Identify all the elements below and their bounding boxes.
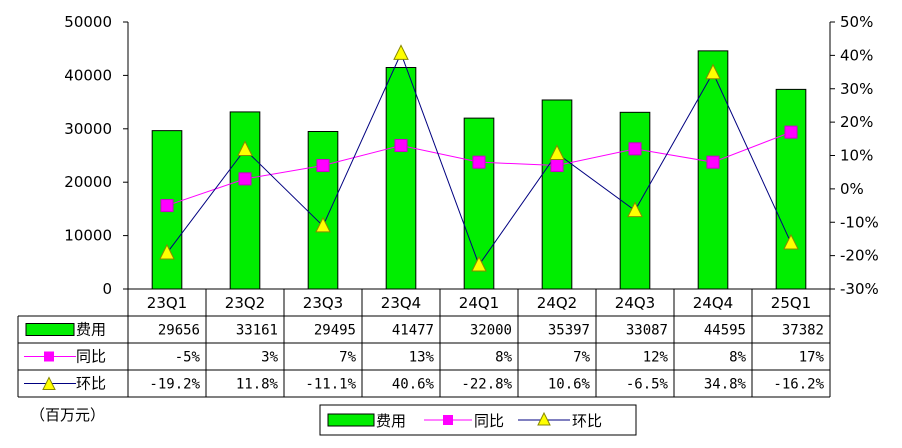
right-tick-label: 20% [840, 113, 873, 131]
legend-key-yoy-marker [443, 415, 453, 425]
bar [619, 111, 651, 290]
table-cell: -5% [175, 350, 201, 366]
category-label: 23Q1 [147, 294, 187, 312]
right-tick-label: 10% [840, 147, 873, 165]
qoq-marker [159, 243, 175, 260]
legend-label: 环比 [572, 412, 602, 430]
left-tick-label: 50000 [64, 13, 112, 31]
category-label: 24Q4 [693, 294, 733, 312]
qoq-marker [783, 233, 799, 250]
left-tick-label: 30000 [64, 120, 112, 138]
table-cell: 11.8% [236, 377, 279, 393]
qoq-marker [393, 44, 409, 60]
table-cell: -22.8% [461, 377, 512, 393]
yoy-marker [472, 155, 486, 169]
yoy-marker [160, 199, 174, 213]
table-row-header: 同比 [76, 348, 106, 366]
unit-label: （百万元） [30, 406, 106, 424]
right-tick-label: 30% [840, 80, 873, 98]
bar [307, 130, 339, 290]
table-cell: 33087 [626, 323, 668, 339]
table-cell: 41477 [392, 323, 434, 339]
table-cell: 29656 [158, 323, 200, 339]
right-tick-label: -20% [840, 247, 879, 265]
legend-label: 费用 [376, 412, 406, 430]
bar [697, 50, 729, 290]
table-cell: -19.2% [149, 377, 200, 393]
table-cell: 7% [339, 350, 356, 366]
table-row-header: 费用 [76, 321, 106, 339]
bar [229, 111, 261, 290]
category-label: 23Q4 [381, 294, 421, 312]
category-label: 24Q1 [459, 294, 499, 312]
table-cell: -6.5% [626, 377, 669, 393]
qoq-marker [627, 201, 643, 218]
table-key-yoy-marker [44, 351, 54, 362]
right-tick-label: 40% [840, 46, 873, 64]
table-cell: 13% [409, 350, 435, 366]
left-tick-label: 10000 [64, 227, 112, 245]
table-cell: 12% [643, 350, 669, 366]
yoy-marker [784, 125, 798, 139]
table-cell: 3% [261, 350, 278, 366]
yoy-marker [628, 142, 642, 156]
table-cell: 29495 [314, 323, 356, 339]
category-label: 25Q1 [771, 294, 811, 312]
legend-label: 同比 [474, 412, 504, 430]
qoq-marker [315, 216, 331, 233]
yoy-marker [316, 159, 330, 173]
qoq-marker [549, 144, 565, 160]
table-cell: 7% [573, 350, 590, 366]
yoy-marker [706, 155, 720, 169]
legend-key-bar [327, 413, 375, 427]
table-cell: 44595 [704, 323, 746, 339]
right-tick-label: 50% [840, 13, 873, 31]
table-cell: 40.6% [392, 377, 435, 393]
qoq-marker [237, 140, 253, 156]
table-key-bar [25, 323, 75, 336]
left-tick-label: 0 [102, 280, 112, 298]
bar [541, 99, 573, 290]
legend-key-qoq-marker [537, 411, 551, 426]
right-tick-label: -30% [840, 280, 879, 298]
table-cell: -16.2% [773, 377, 824, 393]
category-label: 24Q2 [537, 294, 577, 312]
left-tick-label: 40000 [64, 66, 112, 84]
yoy-marker [394, 138, 408, 152]
table-cell: -11.1% [305, 377, 356, 393]
bar [775, 88, 807, 290]
table-row-header: 环比 [76, 375, 106, 393]
left-tick-label: 20000 [64, 173, 112, 191]
table-cell: 33161 [236, 323, 278, 339]
table-cell: 32000 [470, 323, 512, 339]
qoq-marker [471, 255, 487, 272]
category-label: 23Q3 [303, 294, 343, 312]
table-cell: 17% [799, 350, 825, 366]
right-tick-label: -10% [840, 213, 879, 231]
yoy-marker [238, 172, 252, 186]
bar [385, 67, 417, 290]
category-label: 23Q2 [225, 294, 265, 312]
table-cell: 35397 [548, 323, 590, 339]
table-cell: 10.6% [548, 377, 591, 393]
right-tick-label: 0% [840, 180, 864, 198]
table-cell: 34.8% [704, 377, 747, 393]
table-cell: 8% [729, 350, 746, 366]
table-cell: 37382 [782, 323, 824, 339]
category-label: 24Q3 [615, 294, 655, 312]
yoy-marker [550, 159, 564, 173]
table-cell: 8% [495, 350, 512, 366]
table-key-qoq-marker [42, 376, 56, 390]
qoq-marker [705, 63, 721, 80]
